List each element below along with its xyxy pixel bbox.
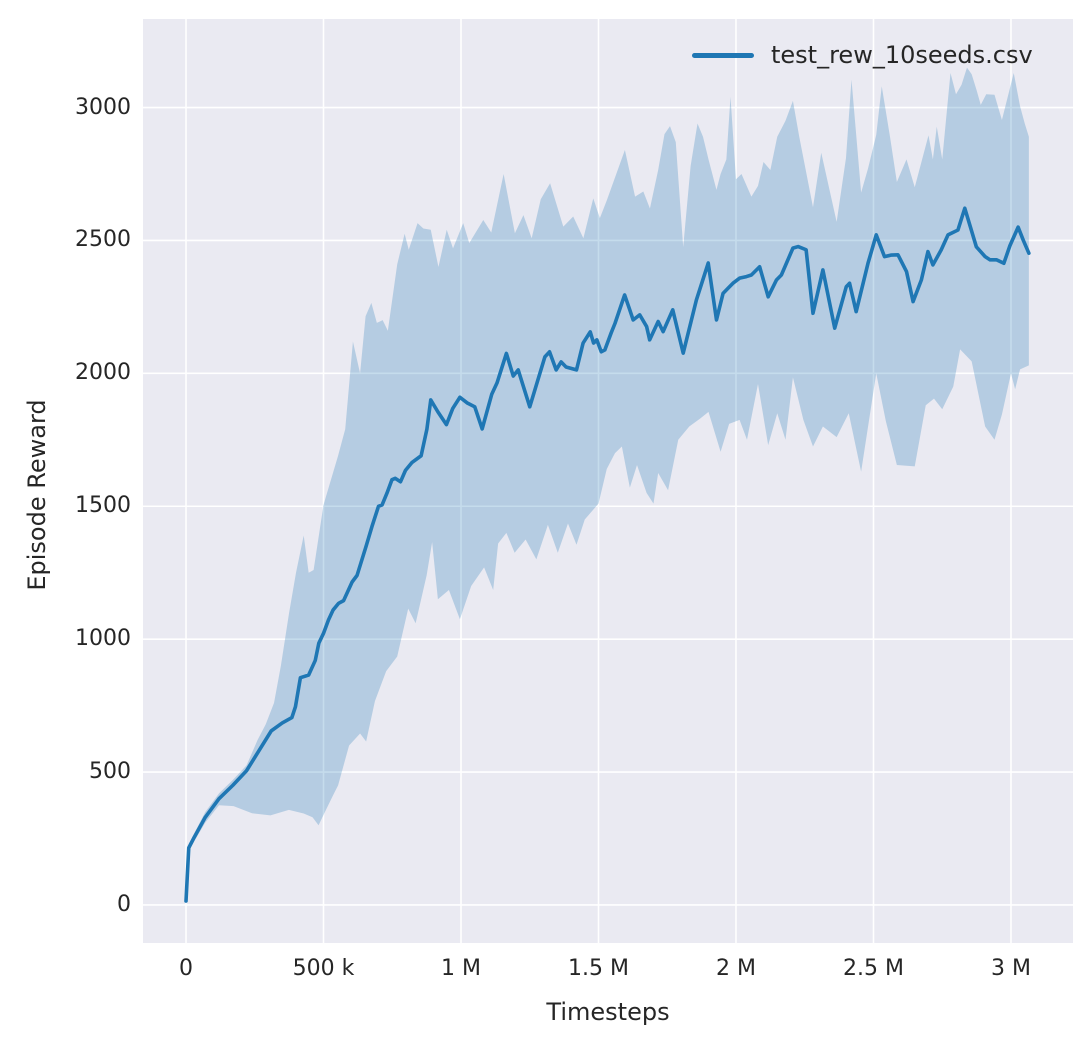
plot-area bbox=[143, 19, 1073, 943]
mean-reward-line bbox=[184, 206, 1031, 903]
x-tick-label: 3 M bbox=[990, 956, 1031, 981]
y-tick-label: 500 bbox=[89, 759, 131, 785]
confidence-band bbox=[186, 67, 1029, 904]
x-tick-label: 1.5 M bbox=[568, 956, 629, 981]
y-tick-label: 3000 bbox=[75, 94, 131, 120]
x-tick-label: 2.5 M bbox=[843, 956, 904, 981]
legend-entry-label: test_rew_10seeds.csv bbox=[771, 41, 1033, 69]
y-tick-label: 1000 bbox=[75, 626, 131, 652]
y-tick-label: 2500 bbox=[75, 227, 131, 253]
y-tick-label: 0 bbox=[117, 891, 131, 917]
x-tick-label: 2 M bbox=[715, 956, 756, 981]
x-axis-label: Timesteps bbox=[546, 998, 670, 1026]
x-tick-label: 1 M bbox=[441, 956, 481, 981]
y-tick-label: 2000 bbox=[75, 360, 131, 386]
y-tick-label: 1500 bbox=[75, 493, 131, 519]
x-tick-label: 500 k bbox=[292, 956, 355, 981]
legend: test_rew_10seeds.csv bbox=[692, 41, 1033, 69]
x-tick-label: 0 bbox=[179, 956, 193, 981]
y-axis-label: Episode Reward bbox=[23, 399, 51, 591]
legend-line-swatch bbox=[692, 52, 754, 58]
